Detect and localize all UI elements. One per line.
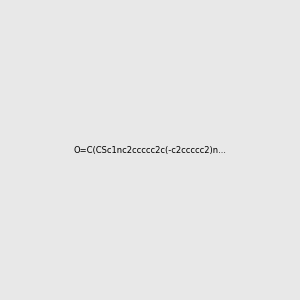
Text: O=C(CSc1nc2ccccc2c(-c2ccccc2)n...: O=C(CSc1nc2ccccc2c(-c2ccccc2)n...: [74, 146, 226, 154]
